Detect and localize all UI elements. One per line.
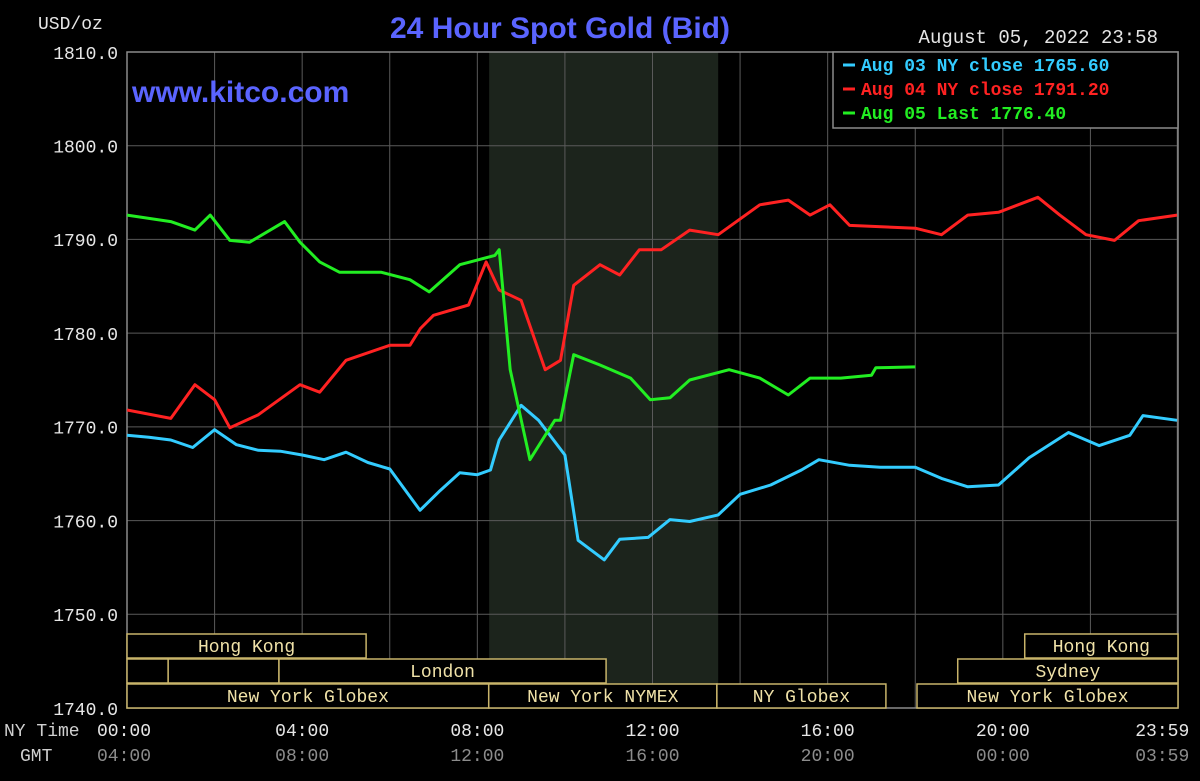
- series-line: [126, 195, 1178, 430]
- session-box: [126, 633, 367, 659]
- session-label: New York Globex: [966, 688, 1128, 708]
- x-tick-label-gmt: 03:59: [1135, 747, 1189, 767]
- x-tick-label-gmt: 04:00: [97, 747, 151, 767]
- x-row-label: NY Time: [4, 722, 80, 742]
- session-label: Hong Kong: [1053, 638, 1150, 658]
- y-unit: USD/oz: [38, 15, 103, 35]
- legend-box: [832, 51, 1179, 129]
- y-tick-label: 1740.0: [53, 701, 118, 721]
- x-tick-label: 08:00: [450, 722, 504, 742]
- x-tick-label: 16:00: [801, 722, 855, 742]
- shaded-session: [489, 52, 719, 708]
- session-box: [167, 658, 280, 684]
- session-label: NY Globex: [753, 688, 850, 708]
- chart-title: 24 Hour Spot Gold (Bid): [390, 12, 730, 45]
- y-tick-label: 1760.0: [53, 513, 118, 533]
- x-tick-label: 12:00: [625, 722, 679, 742]
- y-tick-label: 1790.0: [53, 232, 118, 252]
- session-box: [487, 683, 718, 709]
- session-box: [716, 683, 887, 709]
- session-label: London: [410, 663, 475, 683]
- session-label: New York Globex: [227, 688, 389, 708]
- watermark: www.kitco.com: [131, 76, 349, 109]
- session-label: Sydney: [1035, 663, 1100, 683]
- y-tick-label: 1810.0: [53, 45, 118, 65]
- x-tick-label-gmt: 12:00: [450, 747, 504, 767]
- session-label: Hong Kong: [198, 638, 295, 658]
- session-box: [956, 658, 1179, 684]
- session-box: [126, 658, 169, 684]
- x-tick-label-gmt: 20:00: [801, 747, 855, 767]
- legend-label: Aug 03 NY close 1765.60: [861, 57, 1109, 77]
- session-box: [1023, 633, 1179, 659]
- y-tick-label: 1750.0: [53, 607, 118, 627]
- y-tick-label: 1800.0: [53, 138, 118, 158]
- y-tick-label: 1770.0: [53, 420, 118, 440]
- x-tick-label: 04:00: [275, 722, 329, 742]
- session-box: [126, 683, 490, 709]
- legend-label: Aug 05 Last 1776.40: [861, 105, 1066, 125]
- x-tick-label-gmt: 16:00: [625, 747, 679, 767]
- session-box: [916, 683, 1179, 709]
- date-label: August 05, 2022 23:58: [919, 27, 1158, 49]
- x-tick-label-gmt: 00:00: [976, 747, 1030, 767]
- x-tick-label-gmt: 08:00: [275, 747, 329, 767]
- x-tick-label: 20:00: [976, 722, 1030, 742]
- legend-label: Aug 04 NY close 1791.20: [861, 81, 1109, 101]
- series-line: [126, 403, 1178, 562]
- plot-area: Hong Kong Hong Kong London Sydney New York G…: [126, 51, 1179, 709]
- x-tick-label: 00:00: [97, 722, 151, 742]
- x-tick-label: 23:59: [1135, 722, 1189, 742]
- session-label: New York NYMEX: [527, 688, 678, 708]
- x-row-label: GMT: [20, 747, 53, 767]
- series-line: [126, 213, 916, 462]
- y-tick-label: 1780.0: [53, 326, 118, 346]
- session-box: [278, 658, 607, 684]
